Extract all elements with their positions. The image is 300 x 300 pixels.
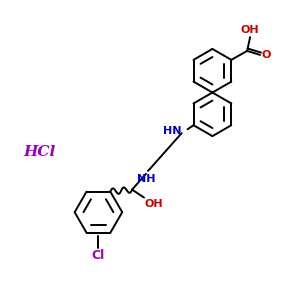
Text: OH: OH — [145, 199, 164, 208]
Text: NH: NH — [137, 174, 155, 184]
Text: HCl: HCl — [23, 145, 56, 159]
Text: O: O — [261, 50, 270, 60]
Text: OH: OH — [241, 25, 260, 35]
Text: HN: HN — [163, 126, 182, 136]
Text: Cl: Cl — [92, 249, 105, 262]
